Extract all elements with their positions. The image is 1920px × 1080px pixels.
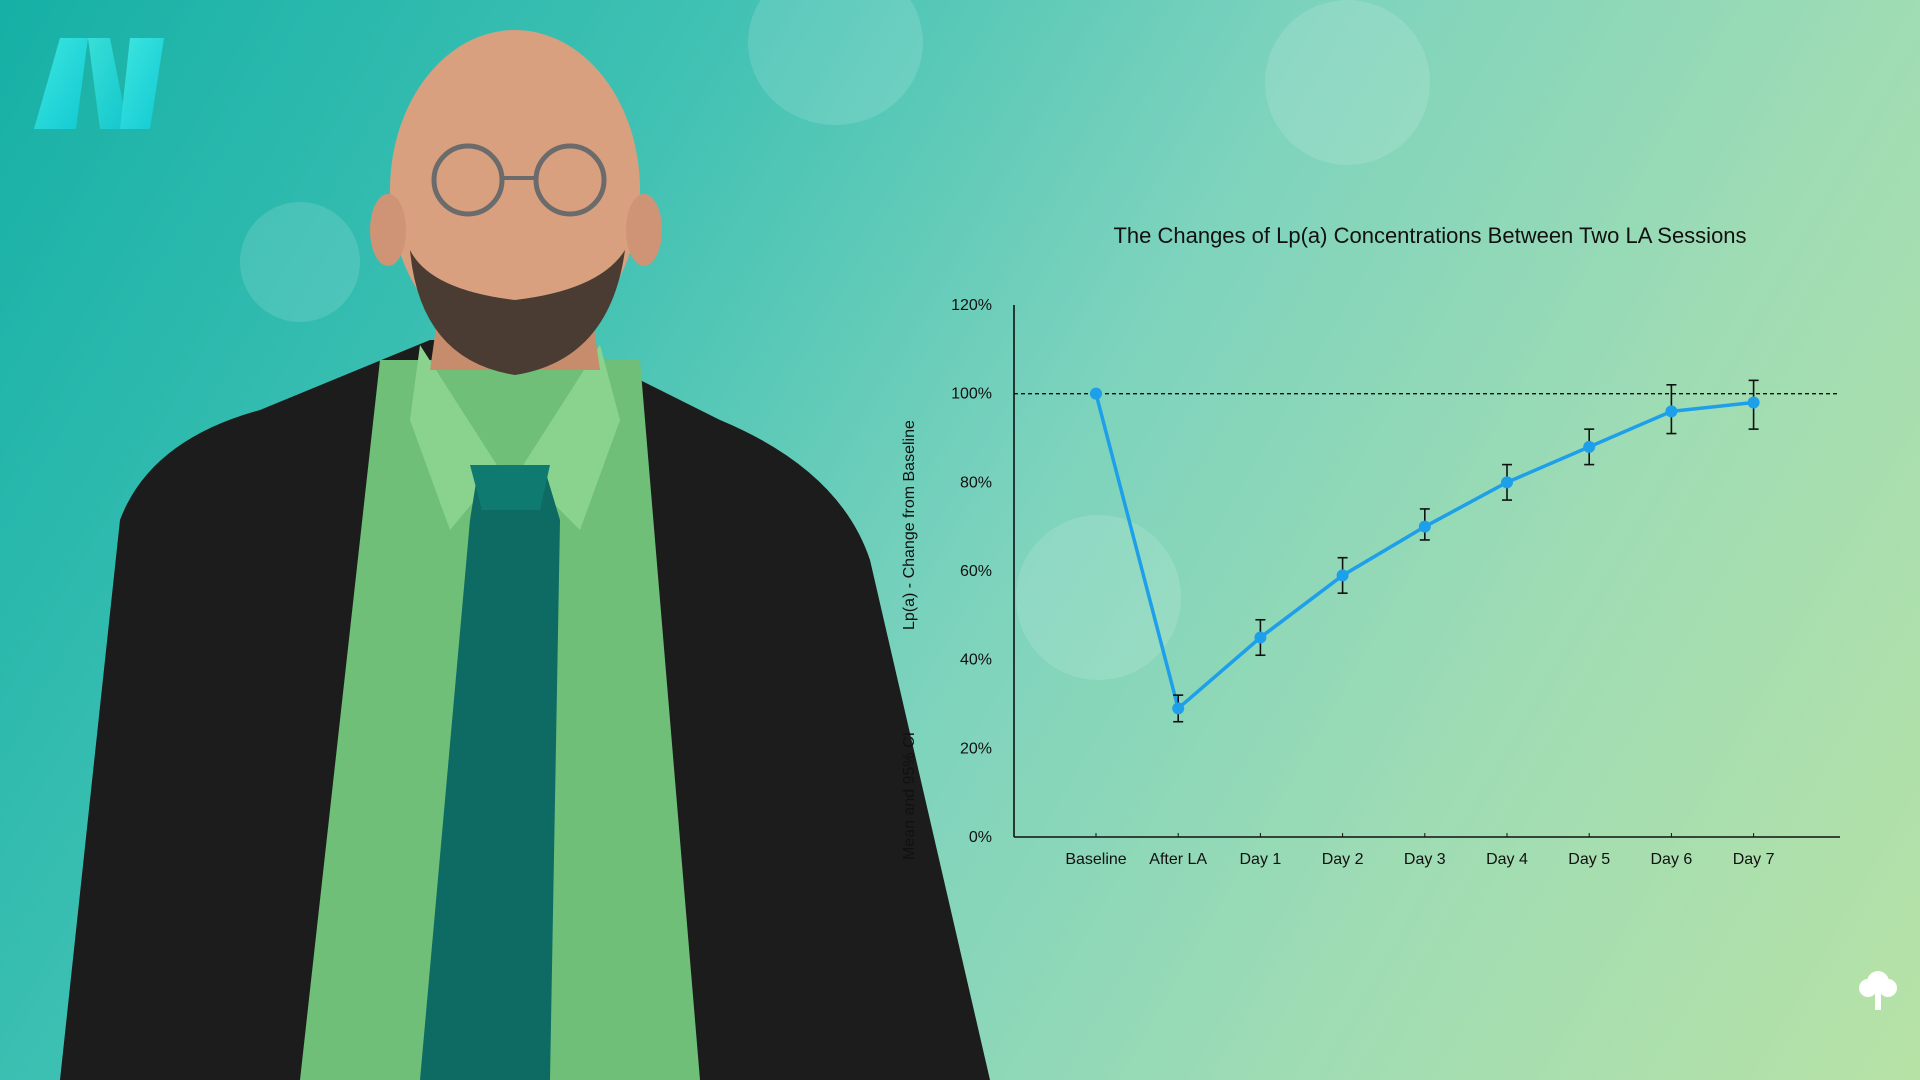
brand-logo-icon: [34, 38, 164, 129]
chart-title: The Changes of Lp(a) Concentrations Betw…: [1113, 223, 1747, 248]
x-tick-label: After LA: [1149, 851, 1207, 868]
data-point: [1172, 702, 1185, 715]
data-point: [1747, 396, 1760, 409]
x-tick-label: Day 7: [1733, 851, 1775, 868]
x-tick-label: Day 6: [1651, 851, 1693, 868]
background-bokeh: [1265, 0, 1430, 165]
x-tick-label: Day 3: [1404, 851, 1446, 868]
data-point: [1418, 520, 1431, 533]
background-bokeh: [1016, 515, 1181, 680]
tree-icon: [1859, 971, 1897, 1010]
presenter-figure: [60, 30, 990, 1080]
data-point: [1254, 631, 1267, 644]
chart-panel: The Changes of Lp(a) Concentrations Betw…: [900, 200, 1900, 900]
x-tick-label: Baseline: [1065, 851, 1126, 868]
y-tick-label: 60%: [960, 563, 992, 580]
data-point: [1583, 440, 1596, 453]
data-point: [1501, 476, 1513, 489]
x-tick-label: Day 4: [1486, 851, 1528, 868]
data-point: [1336, 569, 1349, 582]
series-line: [1094, 393, 1754, 711]
x-tick-label: Day 5: [1568, 851, 1610, 868]
y-tick-label: 40%: [960, 652, 992, 669]
data-point: [1665, 405, 1678, 418]
y-tick-label: 20%: [960, 740, 992, 757]
data-point: [1090, 387, 1102, 400]
y-tick-label: 0%: [969, 829, 992, 846]
y-tick-label: 100%: [951, 386, 992, 403]
background-bokeh: [240, 202, 360, 322]
x-tick-label: Day 1: [1240, 851, 1282, 868]
x-tick-label: Day 2: [1322, 851, 1364, 868]
y-tick-label: 80%: [960, 474, 992, 491]
y-tick-label: 120%: [951, 297, 992, 314]
line-chart: 0% 20% 40% 60% 80% 100% 120% Baseline After LA Da…: [951, 297, 1840, 868]
